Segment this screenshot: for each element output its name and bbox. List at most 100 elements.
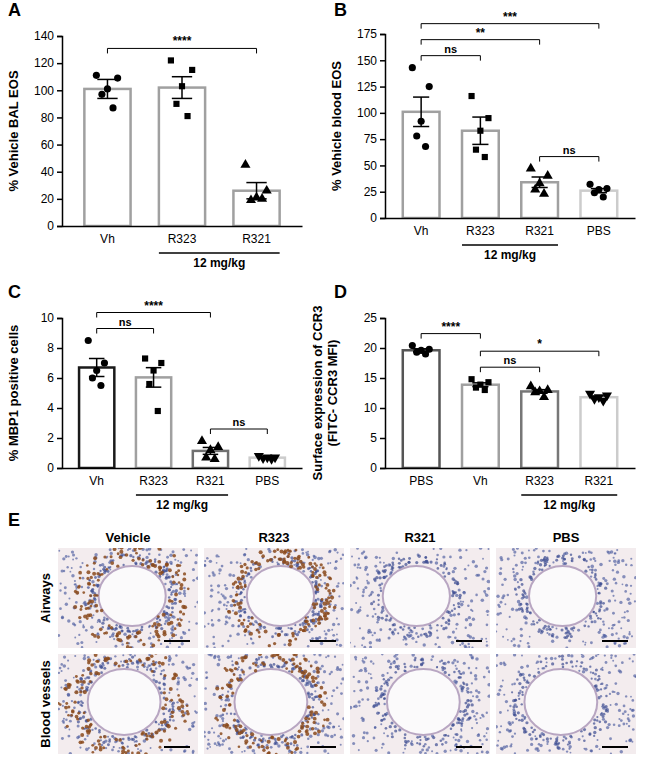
nucleus xyxy=(602,620,604,622)
data-point xyxy=(201,452,211,461)
nucleus xyxy=(131,633,133,635)
stained-cell xyxy=(277,633,281,637)
nucleus xyxy=(148,637,151,640)
stained-cell xyxy=(137,557,141,561)
tick-mark xyxy=(380,165,385,167)
nucleus xyxy=(183,587,186,590)
nucleus xyxy=(524,557,527,560)
stained-cell xyxy=(301,562,305,566)
data-point xyxy=(146,381,152,387)
nucleus xyxy=(217,584,220,587)
nucleus xyxy=(464,568,466,570)
data-point xyxy=(240,159,250,168)
nucleus xyxy=(184,595,186,597)
nucleus xyxy=(447,618,450,621)
nucleus xyxy=(521,610,524,613)
data-point xyxy=(98,91,105,98)
nucleus xyxy=(334,566,337,569)
axis-line xyxy=(57,37,63,227)
stained-cell xyxy=(108,624,111,627)
nucleus xyxy=(94,576,97,579)
panel: B0255075100125150175VhR323R321PBS% Vehic… xyxy=(329,0,636,262)
nucleus xyxy=(512,637,515,640)
nucleus xyxy=(155,667,157,669)
nucleus xyxy=(196,576,198,580)
stained-cell xyxy=(106,568,109,571)
nucleus xyxy=(447,572,450,575)
stained-cell xyxy=(87,582,91,586)
nucleus xyxy=(511,640,513,642)
nucleus xyxy=(225,608,227,610)
stained-cell xyxy=(329,592,332,595)
nucleus xyxy=(166,573,169,576)
plot-marks xyxy=(403,64,617,218)
stained-cell xyxy=(90,576,93,579)
tick-label: Vh xyxy=(89,474,104,488)
nucleus xyxy=(367,631,370,634)
nucleus xyxy=(174,559,176,561)
stained-cell xyxy=(142,643,145,646)
nucleus xyxy=(290,627,293,630)
nucleus xyxy=(630,593,632,595)
nucleus xyxy=(250,569,253,572)
nucleus xyxy=(167,576,169,578)
nucleus xyxy=(358,557,360,559)
stained-cell xyxy=(89,594,92,597)
tick-label: Vh xyxy=(473,474,488,488)
tick-mark xyxy=(380,378,385,380)
nucleus xyxy=(61,617,64,620)
stained-cell xyxy=(180,583,184,587)
stained-cell xyxy=(316,588,319,591)
stained-cell xyxy=(320,563,323,566)
stained-cell xyxy=(86,570,90,574)
stained-cell xyxy=(157,635,161,639)
stained-cell xyxy=(240,565,244,569)
nucleus xyxy=(342,554,344,556)
nucleus xyxy=(80,641,83,644)
nucleus xyxy=(129,654,132,656)
nucleus xyxy=(135,563,138,566)
significance-bracket xyxy=(97,313,211,318)
tick-label: 20 xyxy=(41,192,55,206)
nucleus xyxy=(462,591,465,594)
nucleus xyxy=(542,559,545,562)
nucleus xyxy=(442,627,445,630)
nucleus xyxy=(496,623,498,625)
data-point xyxy=(89,374,96,381)
significance-label: ns xyxy=(119,316,132,328)
nucleus xyxy=(487,587,490,590)
nucleus xyxy=(517,600,521,604)
nucleus xyxy=(532,571,534,573)
stained-cell xyxy=(176,564,180,568)
nucleus xyxy=(159,619,162,622)
nucleus xyxy=(533,549,535,551)
nucleus xyxy=(501,596,504,599)
stained-cell xyxy=(147,565,151,569)
nucleus xyxy=(392,564,394,566)
nucleus xyxy=(172,550,175,553)
nucleus xyxy=(59,589,61,591)
nucleus xyxy=(165,612,168,615)
stained-cell xyxy=(259,550,263,554)
nucleus xyxy=(369,641,372,644)
row-label: Airways xyxy=(38,573,53,623)
nucleus xyxy=(218,568,222,572)
stained-cell xyxy=(282,560,286,564)
nucleus xyxy=(565,551,569,555)
nucleus xyxy=(232,587,234,589)
nucleus xyxy=(61,670,63,672)
nucleus xyxy=(250,637,252,639)
tick-label: 0 xyxy=(370,461,377,475)
nucleus xyxy=(65,711,67,713)
tick: 10 xyxy=(41,311,62,325)
nucleus xyxy=(487,614,489,616)
nucleus xyxy=(240,562,242,564)
nucleus xyxy=(229,635,232,638)
nucleus xyxy=(249,567,252,570)
nucleus xyxy=(93,659,95,661)
nucleus xyxy=(407,626,410,629)
nucleus xyxy=(150,747,152,749)
nucleus xyxy=(329,550,332,553)
stained-cell xyxy=(165,563,169,567)
tick: 6 xyxy=(47,371,62,385)
